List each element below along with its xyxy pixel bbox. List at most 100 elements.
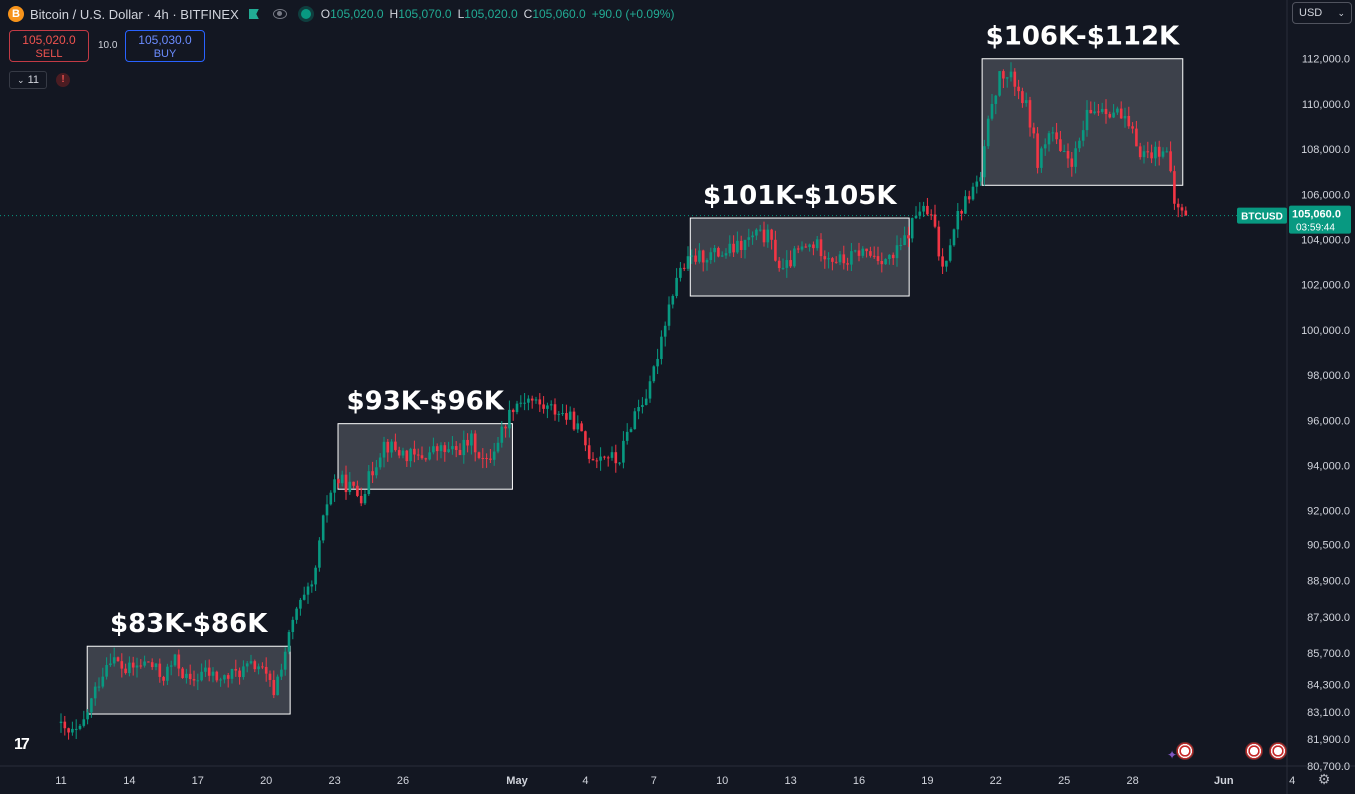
currency-select[interactable]: USD ⌄ (1292, 2, 1352, 24)
candle (71, 721, 74, 736)
us-economic-event-icon[interactable] (1269, 742, 1287, 760)
candle (587, 437, 591, 464)
candle (549, 400, 553, 411)
candle (979, 171, 982, 186)
candle (774, 230, 777, 262)
candle (74, 719, 78, 740)
candle (185, 668, 188, 684)
candle (861, 246, 865, 259)
candle (815, 235, 819, 251)
candle (584, 430, 587, 452)
candle (192, 670, 196, 687)
candle (1169, 141, 1172, 173)
candle (390, 439, 393, 458)
symbol-title[interactable]: Bitcoin / U.S. Dollar · 4h · BITFINEX (30, 6, 239, 22)
candle (534, 396, 538, 404)
candle (739, 235, 743, 259)
candle (561, 404, 564, 416)
candle (576, 415, 580, 433)
sparkle-icon[interactable]: ✦ (1167, 748, 1178, 762)
candle (758, 224, 762, 232)
eye-icon[interactable] (272, 9, 287, 19)
candle (572, 407, 576, 431)
candle (709, 247, 713, 264)
candle (823, 250, 827, 269)
candle (299, 597, 302, 616)
candle (397, 446, 401, 459)
y-tick-label: 80,700.0 (1307, 761, 1350, 773)
candle (1100, 102, 1104, 114)
candle (656, 348, 659, 375)
candle (154, 662, 158, 671)
candle (1062, 144, 1066, 153)
candle (435, 443, 439, 461)
candle (67, 727, 70, 740)
range-box[interactable] (86, 645, 291, 715)
range-box[interactable] (981, 58, 1184, 186)
candle (637, 399, 640, 420)
candle (511, 408, 515, 421)
candle (872, 246, 876, 259)
candle (964, 190, 967, 215)
range-box[interactable] (337, 423, 513, 490)
candle (215, 670, 219, 683)
symbol-header: B Bitcoin / U.S. Dollar · 4h · BITFINEX … (8, 4, 680, 24)
candle (1104, 99, 1108, 124)
candle (234, 659, 238, 677)
y-tick-label: 81,900.0 (1307, 734, 1350, 746)
candle (1112, 104, 1115, 119)
candle (1097, 103, 1100, 116)
ohlc-key: O (320, 7, 331, 21)
candle (120, 653, 124, 678)
candle (899, 237, 903, 251)
candle (777, 257, 781, 272)
candle (428, 446, 431, 461)
candle (166, 663, 169, 686)
candle (929, 209, 933, 220)
candle (492, 442, 496, 466)
tradingview-logo-icon: 17 (14, 736, 30, 753)
candle (310, 580, 314, 593)
candle (557, 411, 561, 422)
price-axis[interactable] (1287, 0, 1355, 794)
candle (880, 252, 884, 273)
candle (458, 443, 462, 456)
buy-button[interactable]: 105,030.0 BUY (125, 30, 205, 62)
alert-icon[interactable]: ! (56, 73, 70, 87)
settings-gear-icon[interactable]: ⚙ (1317, 771, 1331, 787)
x-tick-label: 17 (192, 775, 204, 787)
candle (177, 649, 181, 677)
candle (207, 659, 211, 682)
candle (530, 395, 534, 409)
candle (766, 224, 770, 248)
ohlc-value: 105,020.0 (464, 7, 518, 21)
candle (660, 330, 663, 365)
candle (188, 664, 192, 685)
candle (1028, 96, 1032, 137)
candle (686, 246, 690, 271)
candle (1043, 138, 1047, 156)
candle (888, 254, 891, 265)
indicators-toggle[interactable]: ⌄ 11 (9, 71, 47, 89)
candle (1119, 101, 1123, 119)
x-tick-label: 20 (260, 775, 272, 787)
sell-button[interactable]: 105,020.0 SELL (9, 30, 89, 62)
candle (865, 248, 868, 258)
candle (724, 248, 728, 259)
candle (135, 657, 139, 678)
candle (344, 465, 348, 500)
candle (789, 250, 792, 268)
candle (546, 402, 549, 419)
range-box[interactable] (689, 217, 910, 297)
candle (162, 675, 165, 686)
market-open-icon (300, 9, 311, 19)
candle (131, 656, 135, 676)
us-economic-event-icon[interactable] (1245, 742, 1263, 760)
candle (945, 260, 948, 272)
x-tick-label: Jun (1214, 775, 1234, 787)
candle (610, 446, 614, 461)
us-economic-event-icon[interactable] (1176, 742, 1194, 760)
flag-icon[interactable] (248, 9, 259, 19)
symbol-price-tag (1237, 207, 1287, 224)
